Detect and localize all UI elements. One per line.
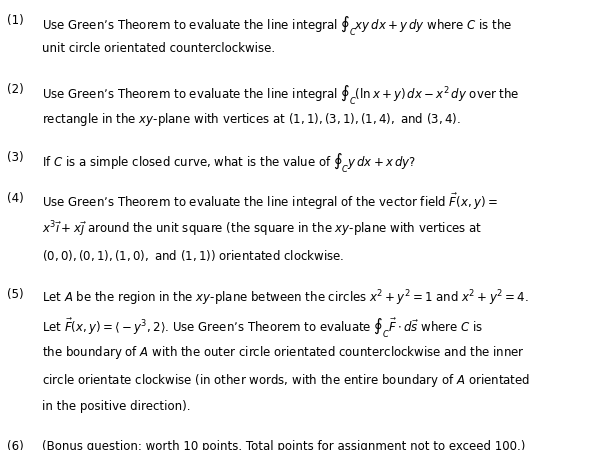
Text: $(0,0),(0,1),(1,0),$ and $(1,1)$) orientated clockwise.: $(0,0),(0,1),(1,0),$ and $(1,1)$) orient… — [42, 248, 344, 262]
Text: $x^3\vec{\imath} + x\vec{\jmath}$ around the unit square (the square in the $xy$: $x^3\vec{\imath} + x\vec{\jmath}$ around… — [42, 220, 482, 239]
Text: the boundary of $A$ with the outer circle orientated counterclockwise and the in: the boundary of $A$ with the outer circl… — [42, 344, 524, 361]
Text: (2): (2) — [7, 83, 24, 96]
Text: circle orientate clockwise (in other words, with the entire boundary of $A$ orie: circle orientate clockwise (in other wor… — [42, 372, 529, 389]
Text: (6): (6) — [7, 440, 24, 450]
Text: (Bonus question: worth 10 points. Total points for assignment not to exceed 100.: (Bonus question: worth 10 points. Total … — [42, 440, 525, 450]
Text: Let $\vec{F}(x,y) = \langle -y^3,2\rangle$. Use Green’s Theorem to evaluate $\oi: Let $\vec{F}(x,y) = \langle -y^3,2\rangl… — [42, 316, 483, 340]
Text: (1): (1) — [7, 14, 24, 27]
Text: in the positive direction).: in the positive direction). — [42, 400, 190, 413]
Text: unit circle orientated counterclockwise.: unit circle orientated counterclockwise. — [42, 42, 275, 55]
Text: Let $A$ be the region in the $xy$-plane between the circles $x^2+y^2=1$ and $x^2: Let $A$ be the region in the $xy$-plane … — [42, 288, 528, 308]
Text: (5): (5) — [7, 288, 24, 301]
Text: If $C$ is a simple closed curve, what is the value of $\oint_C y\,dx + x\,dy$?: If $C$ is a simple closed curve, what is… — [42, 151, 416, 175]
Text: Use Green’s Theorem to evaluate the line integral of the vector field $\vec{F}(x: Use Green’s Theorem to evaluate the line… — [42, 192, 498, 211]
Text: Use Green’s Theorem to evaluate the line integral $\oint_C xy\,dx + y\,dy$ where: Use Green’s Theorem to evaluate the line… — [42, 14, 512, 38]
Text: (3): (3) — [7, 151, 24, 164]
Text: (4): (4) — [7, 192, 24, 205]
Text: Use Green’s Theorem to evaluate the line integral $\oint_C (\ln x + y)\,dx - x^2: Use Green’s Theorem to evaluate the line… — [42, 83, 519, 107]
Text: rectangle in the $xy$-plane with vertices at $(1,1),(3,1),(1,4),$ and $(3,4)$.: rectangle in the $xy$-plane with vertice… — [42, 111, 460, 128]
